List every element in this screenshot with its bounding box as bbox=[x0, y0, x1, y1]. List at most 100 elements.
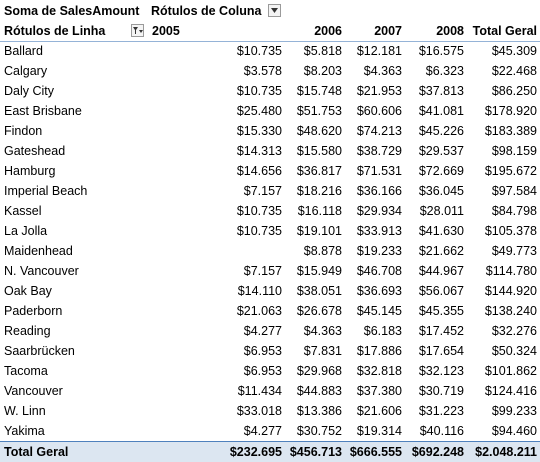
cell-2007[interactable]: $32.818 bbox=[356, 364, 402, 378]
cell-row-total[interactable]: $144.920 bbox=[484, 284, 537, 298]
row-label-city[interactable]: N. Vancouver bbox=[4, 264, 79, 278]
row-label-city[interactable]: Saarbrücken bbox=[4, 344, 75, 358]
row-label-city[interactable]: W. Linn bbox=[4, 404, 46, 418]
cell-2005[interactable]: $10.735 bbox=[236, 84, 282, 98]
row-label-city[interactable]: La Jolla bbox=[4, 224, 48, 238]
grand-total-2006[interactable]: $456.713 bbox=[289, 445, 342, 459]
cell-row-total[interactable]: $105.378 bbox=[484, 224, 537, 238]
cell-2007[interactable]: $17.886 bbox=[356, 344, 402, 358]
cell-row-total[interactable]: $124.416 bbox=[484, 384, 537, 398]
cell-row-total[interactable]: $99.233 bbox=[491, 404, 537, 418]
cell-2006[interactable]: $51.753 bbox=[296, 104, 342, 118]
cell-2006[interactable]: $16.118 bbox=[297, 204, 342, 218]
cell-2008[interactable]: $45.355 bbox=[418, 304, 464, 318]
cell-2008[interactable]: $21.662 bbox=[418, 244, 464, 258]
column-labels-dropdown-button[interactable] bbox=[268, 4, 281, 17]
row-label-city[interactable]: Ballard bbox=[4, 44, 43, 58]
row-label-city[interactable]: Paderborn bbox=[4, 304, 63, 318]
cell-row-total[interactable]: $98.159 bbox=[491, 144, 537, 158]
cell-2008[interactable]: $32.123 bbox=[418, 364, 464, 378]
cell-2008[interactable]: $56.067 bbox=[418, 284, 464, 298]
cell-2008[interactable]: $31.223 bbox=[418, 404, 464, 418]
cell-2005[interactable]: $21.063 bbox=[236, 304, 282, 318]
cell-2006[interactable]: $26.678 bbox=[296, 304, 342, 318]
cell-row-total[interactable]: $50.324 bbox=[491, 344, 537, 358]
row-label-city[interactable]: Gateshead bbox=[4, 144, 66, 158]
cell-2006[interactable]: $15.949 bbox=[296, 264, 342, 278]
cell-2008[interactable]: $72.669 bbox=[418, 164, 464, 178]
row-label-city[interactable]: Daly City bbox=[4, 84, 55, 98]
cell-2006[interactable]: $8.878 bbox=[303, 244, 342, 258]
cell-2007[interactable]: $60.606 bbox=[356, 104, 402, 118]
row-label-city[interactable]: Hamburg bbox=[4, 164, 56, 178]
cell-2007[interactable]: $21.606 bbox=[356, 404, 402, 418]
cell-2005[interactable]: $11.434 bbox=[237, 384, 282, 398]
row-label-city[interactable]: Oak Bay bbox=[4, 284, 52, 298]
cell-2006[interactable]: $19.101 bbox=[296, 224, 342, 238]
data-field-label[interactable]: Soma de SalesAmount bbox=[4, 4, 140, 18]
cell-2005[interactable]: $14.656 bbox=[236, 164, 282, 178]
cell-2007[interactable]: $19.233 bbox=[356, 244, 402, 258]
cell-2007[interactable]: $74.213 bbox=[356, 124, 402, 138]
row-label-city[interactable]: East Brisbane bbox=[4, 104, 82, 118]
cell-2007[interactable]: $33.913 bbox=[356, 224, 402, 238]
cell-row-total[interactable]: $114.780 bbox=[485, 264, 537, 278]
cell-2007[interactable]: $46.708 bbox=[356, 264, 402, 278]
cell-row-total[interactable]: $22.468 bbox=[491, 64, 537, 78]
row-labels-filter-button[interactable] bbox=[131, 24, 144, 37]
cell-2007[interactable]: $45.145 bbox=[356, 304, 402, 318]
row-label-city[interactable]: Findon bbox=[4, 124, 43, 138]
year-header-2007[interactable]: 2007 bbox=[374, 24, 402, 38]
cell-2006[interactable]: $5.818 bbox=[303, 44, 342, 58]
cell-2005[interactable]: $10.735 bbox=[236, 204, 282, 218]
cell-2005[interactable]: $25.480 bbox=[236, 104, 282, 118]
grand-total-label[interactable]: Total Geral bbox=[4, 445, 69, 459]
row-label-city[interactable]: Calgary bbox=[4, 64, 48, 78]
row-label-city[interactable]: Yakima bbox=[4, 424, 45, 438]
cell-row-total[interactable]: $84.798 bbox=[491, 204, 537, 218]
cell-2008[interactable]: $6.323 bbox=[425, 64, 464, 78]
cell-2006[interactable]: $15.580 bbox=[296, 144, 342, 158]
cell-row-total[interactable]: $195.672 bbox=[484, 164, 537, 178]
cell-row-total[interactable]: $178.920 bbox=[484, 104, 537, 118]
cell-row-total[interactable]: $138.240 bbox=[484, 304, 537, 318]
cell-2007[interactable]: $6.183 bbox=[363, 324, 402, 338]
cell-row-total[interactable]: $101.862 bbox=[484, 364, 537, 378]
cell-2005[interactable]: $14.313 bbox=[236, 144, 282, 158]
cell-row-total[interactable]: $94.460 bbox=[491, 424, 537, 438]
cell-2008[interactable]: $30.719 bbox=[418, 384, 464, 398]
cell-2006[interactable]: $13.386 bbox=[296, 404, 342, 418]
grand-total-header[interactable]: Total Geral bbox=[472, 24, 537, 38]
cell-2008[interactable]: $41.630 bbox=[418, 224, 464, 238]
cell-row-total[interactable]: $183.389 bbox=[484, 124, 537, 138]
cell-2006[interactable]: $36.817 bbox=[296, 164, 342, 178]
cell-2005[interactable]: $3.578 bbox=[243, 64, 282, 78]
row-label-city[interactable]: Reading bbox=[4, 324, 51, 338]
cell-2006[interactable]: $30.752 bbox=[296, 424, 342, 438]
grand-total-2007[interactable]: $666.555 bbox=[349, 445, 402, 459]
row-label-city[interactable]: Maidenhead bbox=[4, 244, 73, 258]
row-label-city[interactable]: Imperial Beach bbox=[4, 184, 88, 198]
cell-2005[interactable]: $10.735 bbox=[236, 44, 282, 58]
cell-2006[interactable]: $4.363 bbox=[303, 324, 342, 338]
cell-2005[interactable] bbox=[148, 241, 285, 261]
cell-2006[interactable]: $18.216 bbox=[296, 184, 342, 198]
cell-row-total[interactable]: $49.773 bbox=[491, 244, 537, 258]
cell-2008[interactable]: $45.226 bbox=[418, 124, 464, 138]
cell-2008[interactable]: $29.537 bbox=[418, 144, 464, 158]
cell-2008[interactable]: $41.081 bbox=[418, 104, 464, 118]
year-header-2008[interactable]: 2008 bbox=[436, 24, 464, 38]
cell-2005[interactable]: $7.157 bbox=[243, 184, 282, 198]
cell-2008[interactable]: $28.011 bbox=[419, 204, 464, 218]
cell-2005[interactable]: $4.277 bbox=[243, 424, 282, 438]
cell-2007[interactable]: $36.166 bbox=[356, 184, 402, 198]
cell-2007[interactable]: $29.934 bbox=[356, 204, 402, 218]
cell-2008[interactable]: $44.967 bbox=[418, 264, 464, 278]
cell-row-total[interactable]: $45.309 bbox=[491, 44, 537, 58]
cell-2007[interactable]: $12.181 bbox=[356, 44, 402, 58]
grand-total-overall[interactable]: $2.048.211 bbox=[475, 445, 537, 459]
cell-2005[interactable]: $6.953 bbox=[243, 364, 282, 378]
grand-total-2005[interactable]: $232.695 bbox=[229, 445, 282, 459]
cell-2007[interactable]: $38.729 bbox=[356, 144, 402, 158]
grand-total-2008[interactable]: $692.248 bbox=[411, 445, 464, 459]
